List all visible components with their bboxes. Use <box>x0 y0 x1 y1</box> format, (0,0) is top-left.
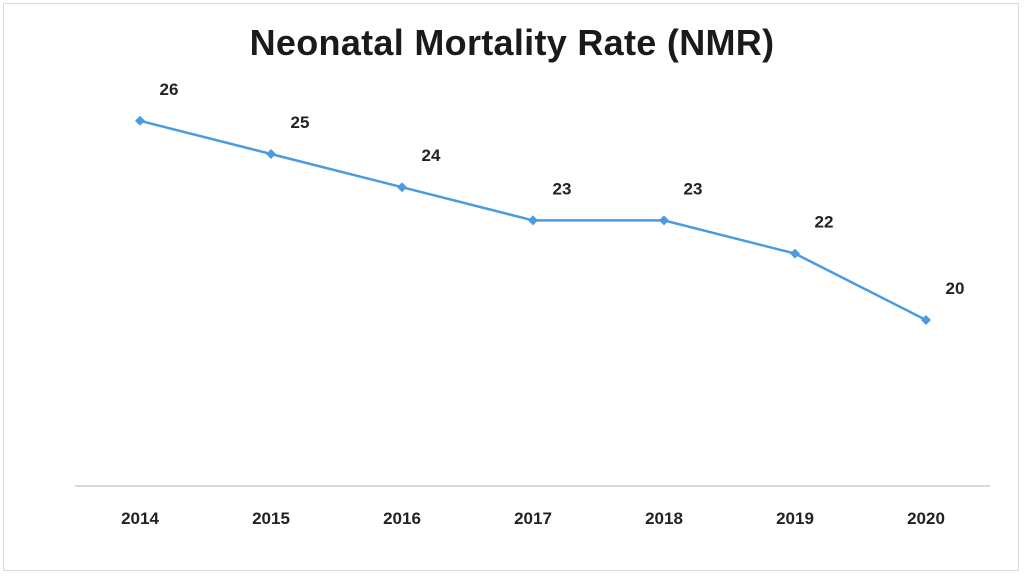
data-label-2018: 23 <box>684 179 703 198</box>
data-label-2016: 24 <box>422 146 441 165</box>
data-label-2020: 20 <box>946 279 965 298</box>
data-point-2016 <box>397 182 407 193</box>
chart-frame <box>3 3 1019 571</box>
data-point-2020 <box>921 315 931 325</box>
x-tick-labels: 2014 2015 2016 2017 2018 2019 2020 <box>121 509 945 528</box>
data-point-2017 <box>528 215 538 226</box>
x-tick-label-2014: 2014 <box>121 509 159 528</box>
data-point-2019 <box>790 248 800 259</box>
data-label-2014: 26 <box>160 80 179 99</box>
x-tick-label-2016: 2016 <box>383 509 421 528</box>
data-point-2015 <box>266 149 276 159</box>
data-labels: 26 25 24 23 23 22 20 <box>160 80 965 298</box>
x-tick-label-2020: 2020 <box>907 509 945 528</box>
x-tick-label-2018: 2018 <box>645 509 683 528</box>
series-group <box>135 115 931 325</box>
data-point-2014 <box>135 115 145 126</box>
data-label-2019: 22 <box>815 213 834 232</box>
x-tick-label-2019: 2019 <box>776 509 814 528</box>
chart-title: Neonatal Mortality Rate (NMR) <box>249 22 775 63</box>
data-point-2018 <box>659 215 669 226</box>
x-tick-label-2015: 2015 <box>252 509 290 528</box>
data-label-2015: 25 <box>291 113 310 132</box>
data-label-2017: 23 <box>553 179 572 198</box>
x-tick-label-2017: 2017 <box>514 509 552 528</box>
